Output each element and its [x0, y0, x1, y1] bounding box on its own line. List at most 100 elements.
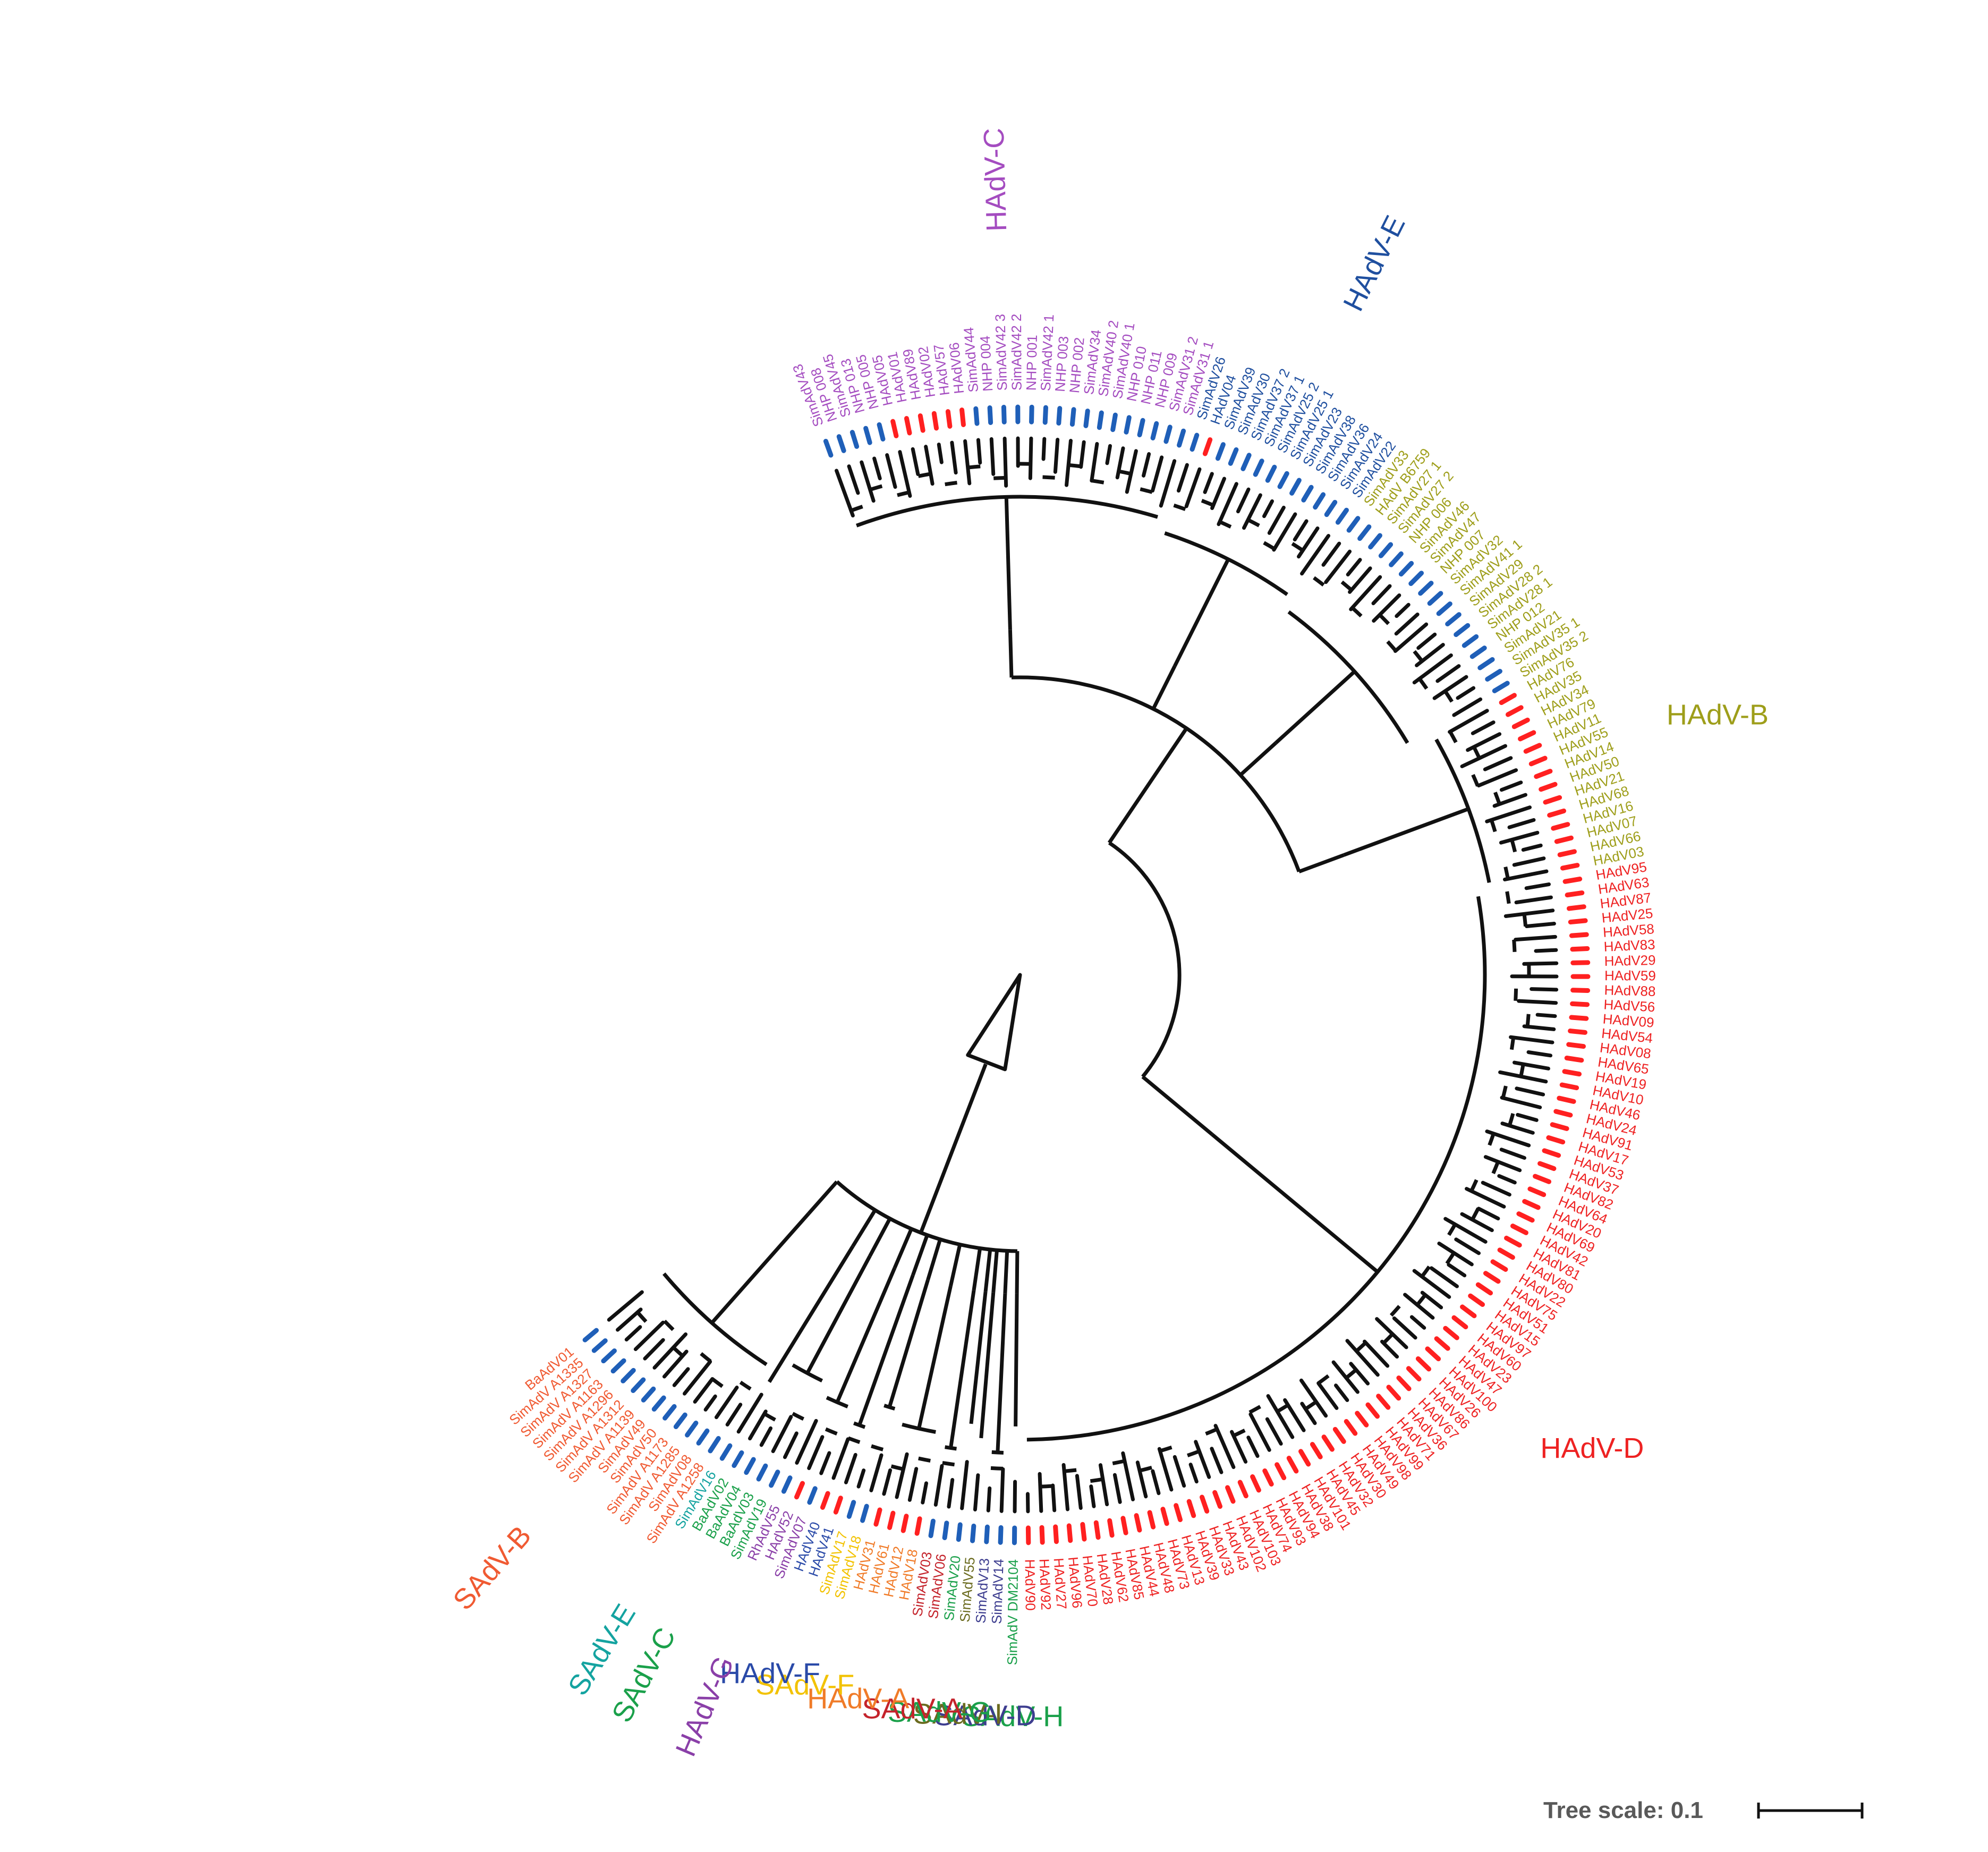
simian-host-marker	[1494, 683, 1507, 691]
human-host-marker	[1123, 1518, 1126, 1533]
tip-branch	[1502, 1124, 1533, 1133]
human-host-marker	[1530, 1189, 1544, 1195]
clade-label-hadv-e: HAdV-E	[1337, 210, 1412, 316]
tip-branch	[1264, 501, 1272, 516]
subclade-arc	[1160, 1447, 1172, 1451]
simian-host-marker	[1421, 583, 1431, 593]
tip-branch	[897, 1454, 907, 1497]
tip-branch	[1067, 441, 1071, 486]
simian-host-marker	[958, 1525, 960, 1540]
clade-stem	[1006, 497, 1010, 630]
human-host-marker	[917, 1519, 920, 1534]
subclade-arc	[1346, 1370, 1356, 1378]
subclade-arc	[1491, 820, 1495, 831]
leaf-label: SimAdV42 2	[1008, 313, 1025, 390]
subclade-arc	[1388, 642, 1396, 651]
leaf-label: SimAdV42 3	[992, 314, 1010, 391]
subclade-arc	[1509, 1114, 1513, 1126]
tip-branch	[1418, 634, 1435, 648]
subclade-arc	[1506, 867, 1508, 879]
tip-branch	[1175, 1457, 1184, 1485]
simian-host-marker	[810, 1489, 815, 1502]
simian-host-marker	[863, 1506, 867, 1520]
tip-branch	[1505, 871, 1547, 879]
simian-host-marker	[1371, 536, 1380, 547]
simian-host-marker	[826, 441, 831, 455]
human-host-marker	[1136, 1516, 1140, 1530]
tip-branch	[1473, 723, 1493, 734]
clade-stem	[837, 1268, 895, 1403]
human-host-marker	[1379, 1396, 1388, 1407]
human-host-marker	[1265, 1471, 1271, 1484]
subclade-arc	[1043, 477, 1055, 478]
human-host-marker	[1399, 1378, 1409, 1389]
tip-branch	[936, 1466, 942, 1505]
tip-branch	[1040, 1474, 1041, 1511]
human-host-marker	[1357, 1413, 1366, 1425]
tip-branch	[859, 1471, 864, 1487]
tip-branch	[1348, 560, 1360, 575]
subclade-arc	[764, 1414, 776, 1420]
human-host-marker	[1240, 1482, 1246, 1496]
simian-host-marker	[1153, 423, 1157, 438]
tip-branch	[871, 1455, 881, 1490]
tip-branch	[884, 1470, 890, 1493]
simian-host-marker	[1360, 527, 1369, 539]
subclade-arc	[1068, 465, 1081, 466]
simian-host-marker	[1401, 563, 1411, 574]
root-link	[921, 1064, 985, 1233]
clade-stem	[1276, 672, 1354, 743]
human-host-marker	[1507, 1238, 1520, 1245]
simian-host-marker	[973, 1526, 974, 1541]
subclade-arc	[1264, 543, 1275, 549]
tip-branch	[1373, 586, 1390, 604]
subclade-arc	[1507, 891, 1509, 904]
subclade-arc	[741, 1382, 751, 1389]
human-host-marker	[1550, 811, 1564, 815]
subclade-arc	[1527, 1014, 1528, 1027]
tip-branch	[1527, 924, 1554, 927]
simian-host-marker	[931, 1521, 933, 1536]
human-host-marker	[836, 1498, 840, 1512]
human-host-marker	[1560, 852, 1574, 855]
tip-branch	[1511, 1037, 1552, 1042]
human-host-marker	[889, 1513, 893, 1527]
subclade-arc	[1473, 775, 1478, 786]
human-host-marker	[1069, 1526, 1070, 1541]
human-host-marker	[1573, 948, 1587, 949]
subclade-arc	[1342, 582, 1352, 590]
simian-host-marker	[1099, 413, 1101, 428]
tip-branch	[1205, 474, 1212, 492]
tip-branch	[874, 458, 880, 479]
simian-host-marker	[1230, 449, 1236, 463]
simian-host-marker	[1072, 410, 1074, 424]
subclade-arc	[1514, 940, 1515, 952]
human-host-marker	[1562, 1085, 1576, 1088]
simian-host-marker	[643, 1389, 653, 1400]
subclade-arc	[1248, 520, 1259, 526]
tip-branch	[1323, 543, 1339, 565]
tip-branch	[862, 462, 873, 501]
tip-branch	[1526, 885, 1549, 888]
tip-branch	[1382, 1341, 1397, 1356]
human-host-marker	[1556, 1111, 1570, 1115]
simian-host-marker	[1488, 672, 1500, 679]
human-host-marker	[1531, 758, 1545, 764]
human-host-marker	[1508, 708, 1521, 715]
subclade-arc	[870, 486, 882, 490]
human-host-marker	[1202, 1497, 1207, 1511]
clade-label-hadv-c: HAdV-C	[978, 128, 1013, 232]
human-host-marker	[1056, 1527, 1057, 1542]
subclade-arc	[1521, 1064, 1523, 1076]
simian-host-marker	[1439, 604, 1450, 614]
human-host-marker	[796, 1483, 802, 1497]
tip-branch	[1412, 1317, 1424, 1328]
tip-branch	[939, 445, 941, 463]
human-host-marker	[1513, 1226, 1526, 1233]
tip-branch	[1462, 1214, 1492, 1230]
tip-branch	[727, 1405, 741, 1425]
tip-branch	[1499, 1176, 1515, 1182]
human-host-marker	[1544, 1151, 1559, 1156]
human-host-marker	[1335, 1429, 1344, 1441]
tip-branch	[1153, 457, 1162, 491]
